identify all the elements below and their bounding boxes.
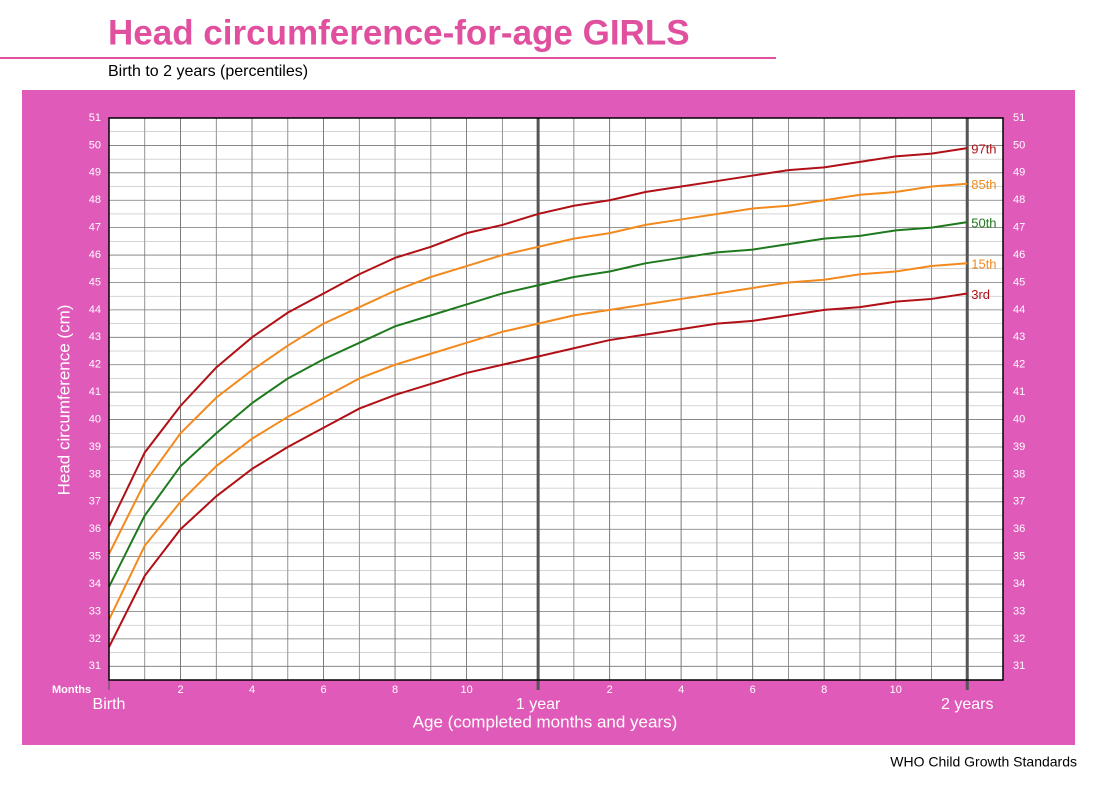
chart-subtitle: Birth to 2 years (percentiles)	[108, 63, 308, 80]
y-tick-label-right: 45	[1013, 276, 1025, 288]
y-axis-title: Head circumference (cm)	[54, 305, 73, 496]
y-tick-label-right: 34	[1013, 578, 1025, 590]
plot-area	[109, 118, 1003, 680]
y-tick-label: 48	[89, 194, 101, 206]
y-tick-label-right: 44	[1013, 304, 1025, 316]
y-tick-label: 32	[89, 633, 101, 645]
y-tick-label: 36	[89, 523, 101, 535]
y-tick-label-right: 47	[1013, 222, 1025, 234]
y-tick-label-right: 32	[1013, 633, 1025, 645]
y-tick-label: 46	[89, 249, 101, 261]
y-tick-label: 34	[89, 578, 101, 590]
x-tick-label: 10	[460, 684, 472, 696]
y-tick-label-right: 40	[1013, 413, 1025, 425]
y-tick-label-right: 46	[1013, 249, 1025, 261]
percentile-line	[108, 262, 968, 621]
y-tick-label-right: 48	[1013, 194, 1025, 206]
x-tick-label: 2	[177, 684, 183, 696]
series-label: 3rd	[971, 287, 990, 302]
percentile-line	[108, 221, 968, 588]
x-tick-label-major: 1 year	[516, 696, 561, 713]
x-tick-label: 8	[821, 684, 827, 696]
y-tick-label: 39	[89, 441, 101, 453]
y-tick-label: 35	[89, 551, 101, 563]
y-tick-label: 42	[89, 359, 101, 371]
percentile-line	[108, 292, 968, 648]
series-label: 15th	[971, 257, 996, 272]
x-tick-label-major: Birth	[93, 696, 126, 713]
y-tick-label: 50	[89, 139, 101, 151]
y-tick-label-right: 51	[1013, 112, 1025, 124]
x-tick-label: 6	[750, 684, 756, 696]
y-tick-label: 51	[89, 112, 101, 124]
y-tick-label-right: 49	[1013, 167, 1025, 179]
x-tick-label-major: 2 years	[941, 696, 993, 713]
percentile-line	[108, 182, 968, 555]
chart-title: Head circumference-for-age GIRLS	[108, 13, 690, 52]
y-tick-label: 38	[89, 468, 101, 480]
series-label: 97th	[971, 142, 996, 157]
y-tick-label: 33	[89, 605, 101, 617]
y-tick-label-right: 38	[1013, 468, 1025, 480]
y-tick-label: 37	[89, 496, 101, 508]
y-tick-label: 47	[89, 222, 101, 234]
x-tick-label: 10	[890, 684, 902, 696]
y-tick-label-right: 50	[1013, 139, 1025, 151]
source-note: WHO Child Growth Standards	[890, 754, 1077, 770]
y-tick-label: 44	[89, 304, 101, 316]
y-tick-label-right: 43	[1013, 331, 1025, 343]
y-tick-label: 49	[89, 167, 101, 179]
y-tick-label-right: 39	[1013, 441, 1025, 453]
y-tick-label: 31	[89, 660, 101, 672]
y-tick-label-right: 37	[1013, 496, 1025, 508]
y-tick-label-right: 33	[1013, 605, 1025, 617]
y-tick-label-right: 31	[1013, 660, 1025, 672]
x-tick-label: 8	[392, 684, 398, 696]
x-unit-label: Months	[52, 684, 91, 696]
y-tick-label: 41	[89, 386, 101, 398]
x-axis-title: Age (completed months and years)	[413, 712, 678, 731]
y-tick-label: 40	[89, 413, 101, 425]
x-tick-label: 4	[678, 684, 684, 696]
y-tick-label: 43	[89, 331, 101, 343]
series-label: 85th	[971, 177, 996, 192]
y-tick-label: 45	[89, 276, 101, 288]
x-tick-label: 4	[249, 684, 255, 696]
series-label: 50th	[971, 216, 996, 231]
y-tick-label-right: 36	[1013, 523, 1025, 535]
plot-border	[108, 117, 1004, 681]
x-tick-label: 6	[320, 684, 326, 696]
y-tick-label-right: 35	[1013, 551, 1025, 563]
y-tick-label-right: 42	[1013, 359, 1025, 371]
x-tick-label: 2	[607, 684, 613, 696]
y-tick-label-right: 41	[1013, 386, 1025, 398]
percentile-line	[108, 147, 968, 527]
